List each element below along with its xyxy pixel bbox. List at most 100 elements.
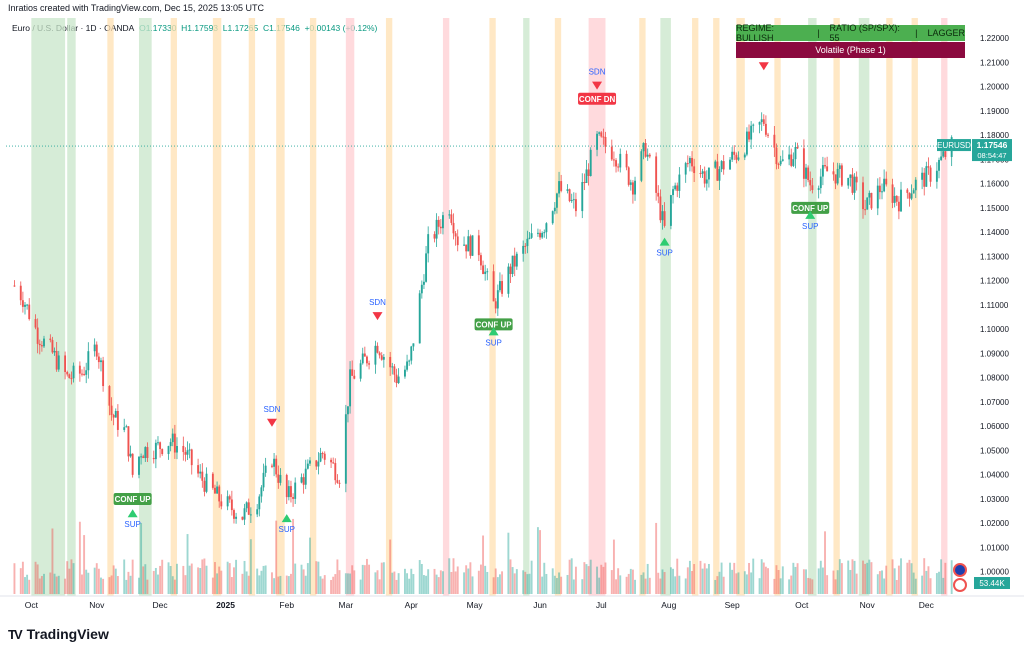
candle-body bbox=[507, 266, 510, 294]
volume-bar bbox=[762, 562, 765, 594]
candle-body bbox=[454, 233, 457, 237]
candle-body bbox=[245, 502, 248, 509]
volume-bar bbox=[304, 575, 307, 594]
y-tick-label: 1.01000 bbox=[980, 543, 1009, 552]
candle-body bbox=[703, 171, 706, 184]
ratio-label: RATIO (SP/SPX): 55 bbox=[829, 23, 900, 43]
volume-bar bbox=[173, 579, 176, 594]
volume-bar bbox=[336, 559, 339, 594]
candle-body bbox=[28, 304, 31, 320]
candle-body bbox=[391, 366, 394, 368]
candle-body bbox=[745, 131, 748, 155]
candle-body bbox=[140, 456, 143, 458]
candle-body bbox=[574, 199, 577, 212]
volume-bar bbox=[477, 570, 480, 594]
volume-bar bbox=[361, 564, 364, 594]
volume-bar bbox=[501, 571, 504, 594]
volume-bar bbox=[226, 561, 229, 594]
volume-bar bbox=[659, 578, 662, 594]
candle-body bbox=[807, 167, 810, 181]
volume-bar bbox=[264, 565, 267, 594]
candle-body bbox=[114, 410, 117, 418]
candle-body bbox=[659, 196, 662, 221]
volume-bar bbox=[100, 577, 102, 594]
volume-bar bbox=[640, 574, 643, 594]
volume-bar bbox=[581, 579, 584, 594]
volume-bar bbox=[13, 563, 16, 594]
candle-body bbox=[524, 245, 527, 247]
volume-bar bbox=[574, 566, 577, 594]
candle-body bbox=[368, 363, 371, 365]
volume-bar bbox=[716, 576, 719, 594]
volume-bar bbox=[197, 567, 200, 594]
conf-badge bbox=[791, 201, 830, 214]
candle-body bbox=[720, 161, 723, 170]
candle-body bbox=[144, 447, 147, 459]
countdown-text: 08:54:47 bbox=[977, 151, 1006, 160]
candle-body bbox=[925, 166, 928, 187]
volume-bar bbox=[279, 575, 282, 594]
volume-bar bbox=[773, 578, 776, 594]
volume-bar bbox=[262, 565, 265, 594]
symbol-tag-text: EURUSD bbox=[937, 141, 971, 150]
volume-bar bbox=[566, 574, 569, 594]
volume-bar bbox=[376, 570, 379, 594]
sup-arrow-icon bbox=[488, 327, 499, 336]
volume-bar bbox=[644, 578, 647, 594]
volume-bar bbox=[51, 528, 54, 594]
candle-body bbox=[693, 166, 696, 174]
volume-bar bbox=[300, 564, 303, 594]
candle-body bbox=[589, 149, 592, 176]
volume-bar bbox=[319, 576, 322, 594]
volume-bar bbox=[663, 572, 666, 594]
candle-body bbox=[648, 154, 651, 157]
y-tick-label: 1.21000 bbox=[980, 58, 1009, 67]
candle-body bbox=[743, 154, 746, 158]
tradingview-brand[interactable]: TV TradingView bbox=[8, 626, 109, 642]
volume-bar bbox=[437, 577, 440, 594]
candle-body bbox=[226, 496, 229, 507]
sdn-label: SDN bbox=[264, 405, 281, 414]
candle-body bbox=[598, 132, 601, 134]
candle-body bbox=[85, 370, 88, 375]
volume-bar bbox=[722, 576, 725, 594]
candle-body bbox=[230, 499, 233, 511]
volume-bar bbox=[629, 568, 632, 594]
volume-bar bbox=[838, 559, 841, 594]
volume-bar bbox=[484, 565, 487, 594]
candle-body bbox=[625, 153, 628, 168]
volume-bar bbox=[78, 521, 81, 594]
volume-bar bbox=[583, 562, 586, 594]
volume-bar bbox=[454, 571, 457, 594]
candle-body bbox=[501, 281, 504, 294]
volume-bar bbox=[218, 566, 221, 594]
y-tick-label: 1.11000 bbox=[980, 301, 1009, 310]
volume-bar bbox=[691, 570, 693, 594]
candle-body bbox=[551, 211, 554, 224]
volume-tag[interactable] bbox=[974, 577, 1010, 589]
sup-label: SUP bbox=[485, 338, 501, 347]
volume-bar bbox=[925, 570, 928, 594]
volume-bar bbox=[142, 566, 145, 594]
candle-body bbox=[684, 163, 687, 175]
volume-bar bbox=[950, 560, 953, 594]
symbol-tag[interactable] bbox=[937, 139, 971, 152]
regime-band bbox=[588, 18, 606, 596]
regime-band bbox=[713, 18, 720, 596]
conf-badge bbox=[474, 318, 513, 331]
volume-bar bbox=[536, 527, 539, 594]
volume-bar bbox=[718, 571, 721, 594]
candle-body bbox=[541, 232, 544, 238]
volume-bar bbox=[294, 563, 297, 594]
candle-body bbox=[412, 343, 415, 347]
price-tag[interactable] bbox=[972, 139, 1012, 162]
volume-bar bbox=[522, 570, 525, 594]
candle-body bbox=[205, 473, 208, 492]
candle-body bbox=[921, 172, 924, 180]
candle-body bbox=[862, 182, 864, 210]
y-tick-label: 1.00000 bbox=[980, 568, 1009, 577]
candle-body bbox=[733, 151, 736, 155]
volume-bar bbox=[674, 576, 677, 594]
volume-bar bbox=[897, 565, 900, 594]
